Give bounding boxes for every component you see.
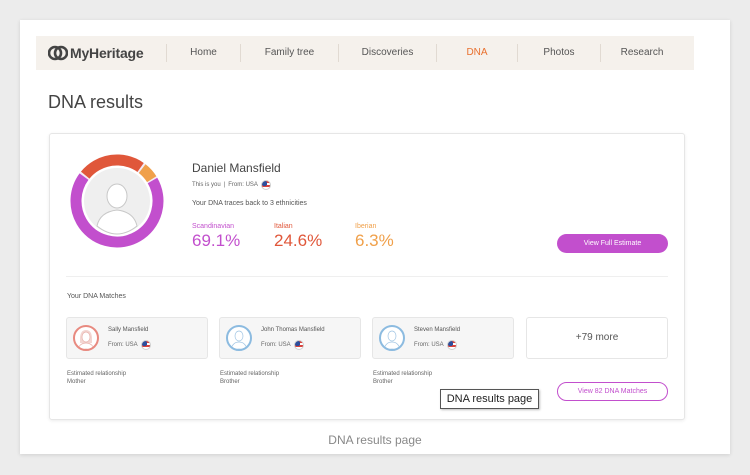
nav-discoveries[interactable]: Discoveries — [361, 47, 414, 58]
profile-from: From: USA — [228, 182, 258, 188]
view-dna-matches-button[interactable]: View 82 DNA Matches — [557, 382, 668, 401]
ethnicity-scandinavian: Scandinavian 69.1% — [192, 223, 240, 251]
male-avatar-icon — [230, 330, 248, 349]
nav-divider — [166, 44, 167, 62]
nav-divider — [338, 44, 339, 62]
match-name: Sally Mansfield — [108, 327, 149, 333]
tooltip: DNA results page — [440, 389, 539, 409]
usa-flag-icon — [260, 180, 271, 190]
more-matches-card[interactable]: +79 more — [526, 317, 668, 359]
page-title: DNA results — [48, 92, 144, 112]
usa-flag-icon — [446, 340, 457, 350]
female-avatar-icon — [77, 330, 95, 349]
relationship-value: Brother — [373, 379, 393, 385]
match-avatar — [379, 325, 405, 351]
ethnicity-segment-italian — [70, 154, 164, 248]
ethnicity-name: Scandinavian — [192, 223, 235, 230]
this-is-you-label: This is you — [192, 182, 221, 188]
user-avatar-icon — [96, 183, 138, 235]
match-avatar — [73, 325, 99, 351]
nav-family-tree[interactable]: Family tree — [264, 47, 315, 58]
nav-photos[interactable]: Photos — [543, 47, 575, 58]
top-navbar: MyHeritage Home Family tree Discoveries … — [36, 36, 694, 70]
dna-matches-title: Your DNA Matches — [67, 293, 126, 300]
nav-divider — [436, 44, 437, 62]
nav-divider — [517, 44, 518, 62]
section-divider — [66, 276, 668, 277]
match-avatar — [226, 325, 252, 351]
ethnicity-percent: 69.1% — [192, 231, 241, 250]
usa-flag-icon — [293, 340, 304, 350]
screenshot-frame: MyHeritage Home Family tree Discoveries … — [20, 20, 730, 454]
view-full-estimate-button[interactable]: View Full Estimate — [557, 234, 668, 253]
ethnicity-percent: 6.3% — [355, 231, 394, 250]
profile-name: Daniel Mansfield — [192, 161, 281, 175]
match-from: From: USA — [261, 340, 304, 350]
match-from: From: USA — [414, 340, 457, 350]
ethnicity-name: Iberian — [355, 223, 377, 230]
profile-meta: This is you | From: USA — [192, 180, 271, 190]
nav-dna[interactable]: DNA — [466, 47, 488, 58]
myheritage-logo-icon — [48, 45, 68, 61]
image-caption: DNA results page — [328, 433, 422, 447]
ethnicity-italian: Italian 24.6% — [274, 223, 322, 251]
match-relationship: Estimated relationship Mother — [67, 370, 126, 386]
match-card-steven-mansfield[interactable]: Steven Mansfield From: USA — [372, 317, 514, 359]
myheritage-logo[interactable]: MyHeritage — [48, 44, 144, 62]
match-from-text: From: USA — [108, 342, 138, 348]
relationship-label: Estimated relationship — [220, 371, 280, 377]
nav-home[interactable]: Home — [190, 47, 217, 58]
ethnicity-summary: Your DNA traces back to 3 ethnicities — [192, 200, 307, 207]
usa-flag-icon — [140, 340, 151, 350]
ethnicity-percent: 24.6% — [274, 231, 323, 250]
ethnicity-iberian: Iberian 6.3% — [355, 223, 394, 251]
match-relationship: Estimated relationship Brother — [220, 370, 279, 386]
match-name: John Thomas Mansfield — [261, 327, 325, 333]
male-avatar-icon — [383, 330, 401, 349]
meta-separator: | — [223, 182, 226, 188]
relationship-value: Mother — [67, 379, 86, 385]
match-from: From: USA — [108, 340, 151, 350]
relationship-label: Estimated relationship — [67, 371, 127, 377]
relationship-value: Brother — [220, 379, 240, 385]
nav-research[interactable]: Research — [620, 47, 664, 58]
nav-divider — [240, 44, 241, 62]
match-from-text: From: USA — [261, 342, 291, 348]
ethnicity-name: Italian — [274, 223, 293, 230]
dna-results-card: Daniel Mansfield This is you | From: USA… — [49, 133, 685, 420]
logo-text: MyHeritage — [70, 45, 144, 61]
match-card-john-thomas-mansfield[interactable]: John Thomas Mansfield From: USA — [219, 317, 361, 359]
match-name: Steven Mansfield — [414, 327, 461, 333]
relationship-label: Estimated relationship — [373, 371, 433, 377]
ethnicity-ring — [70, 154, 164, 248]
match-relationship: Estimated relationship Brother — [373, 370, 432, 386]
match-card-sally-mansfield[interactable]: Sally Mansfield From: USA — [66, 317, 208, 359]
match-from-text: From: USA — [414, 342, 444, 348]
nav-divider — [600, 44, 601, 62]
